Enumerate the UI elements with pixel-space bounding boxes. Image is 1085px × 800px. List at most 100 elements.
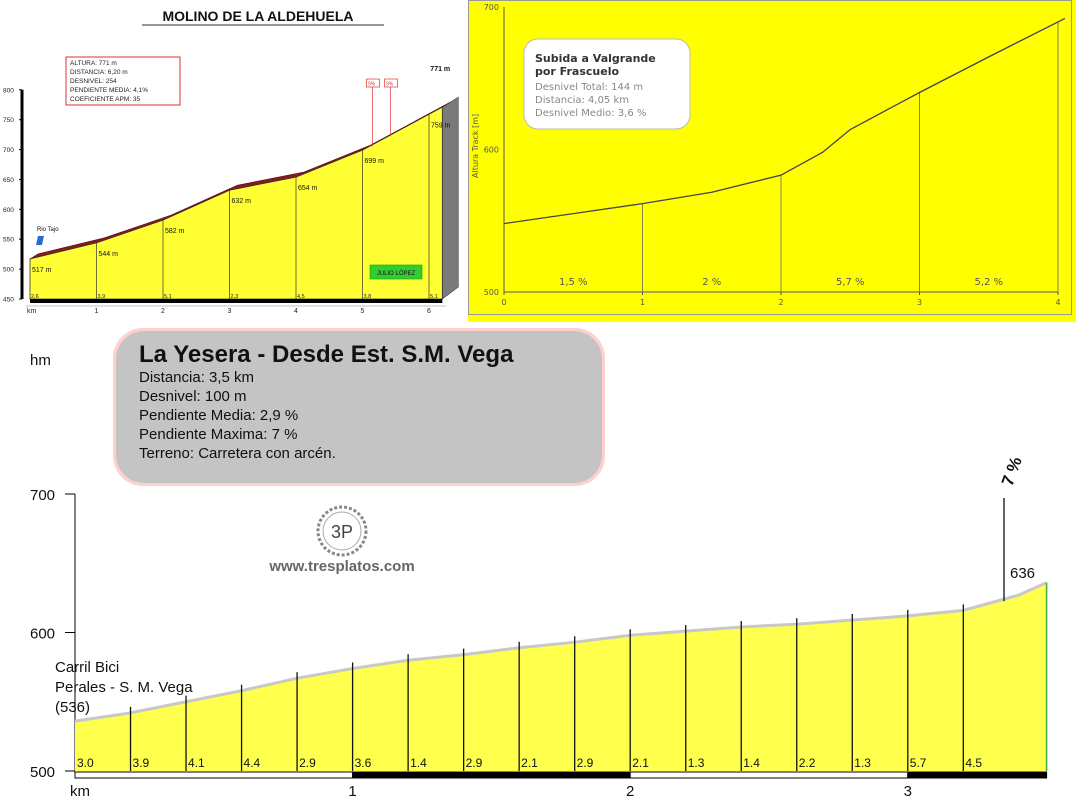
chart3-km-bar xyxy=(352,771,631,779)
chart3-y-label: hm xyxy=(30,352,51,369)
chart1-info-line: COEFICIENTE APM: 35 xyxy=(70,96,140,103)
water-icon xyxy=(36,236,44,245)
chart1-y-tick-label: 450 xyxy=(3,297,14,304)
chart3-segment-grade: 1.4 xyxy=(743,756,760,770)
chart1-alt-label: 582 m xyxy=(165,228,185,235)
chart3-segment-grade: 3.9 xyxy=(133,756,150,770)
chart3-title: La Yesera - Desde Est. S.M. Vega xyxy=(139,341,514,368)
chart3-info-box: La Yesera - Desde Est. S.M. Vega Distanc… xyxy=(113,328,605,486)
chart1-grade-flag xyxy=(366,78,380,88)
website-label: www.tresplatos.com xyxy=(268,558,414,575)
chart1-title: MOLINO DE LA ALDEHUELA xyxy=(162,8,353,24)
chart1-y-tick-label: 550 xyxy=(3,237,14,244)
chart3-info-line: Distancia: 3,5 km xyxy=(139,369,254,386)
chart3-y-tick-label: 700 xyxy=(30,487,55,504)
chart1-x-tick-label: 3 xyxy=(228,308,232,315)
chart1-alt-label: 517 m xyxy=(32,267,52,274)
chart3-end-label: 636 xyxy=(1010,565,1035,582)
chart1-y-tick-label: 500 xyxy=(3,267,14,274)
chart3-segment-grade: 1.4 xyxy=(410,756,427,770)
chart1-y-tick-label: 600 xyxy=(3,207,14,214)
chart2-x-tick-label: 1 xyxy=(640,298,645,307)
chart2-info-line: Distancia: 4,05 km xyxy=(535,95,629,106)
chart2-segment-grade: 1,5 % xyxy=(559,277,588,288)
chart3-segment-grade: 2.1 xyxy=(521,756,538,770)
chart1-x-tick-label: 6 xyxy=(427,308,431,315)
chart2-segment-grade: 5,2 % xyxy=(974,277,1003,288)
chart1-author-box xyxy=(369,264,423,280)
chart3-info-line: Pendiente Maxima: 7 % xyxy=(139,426,297,443)
chart3-km-bar xyxy=(907,771,1048,779)
logo-3p: 3P xyxy=(316,505,368,557)
chart3-x-label: km xyxy=(70,783,90,800)
chart1-grade-flag xyxy=(384,78,398,88)
chart2-segment-grade: 2 % xyxy=(702,277,721,288)
chart3-segment-grade: 4.5 xyxy=(965,756,982,770)
chart1-segment-grade: 3,9 xyxy=(98,294,106,300)
chart3-profile-area xyxy=(75,582,1047,771)
chart2-info-box: Subida a Valgrande por Frascuelo Desnive… xyxy=(523,38,691,130)
chart3-segment-grade: 2.9 xyxy=(299,756,316,770)
chart3-segment-grade: 4.4 xyxy=(244,756,261,770)
chart3-segment-grade: 3.0 xyxy=(77,756,94,770)
chart3-km-bar xyxy=(629,771,909,779)
chart1-y-tick-label: 800 xyxy=(3,87,14,94)
chart1-base-bar xyxy=(30,299,443,303)
chart3-y-tick-label: 500 xyxy=(30,764,55,781)
chart1-author: JULIO LÓPEZ xyxy=(377,270,416,277)
chart3-segment-grade: 5.7 xyxy=(910,756,927,770)
chart2-y-tick-label: 500 xyxy=(484,288,499,297)
chart2-x-tick-label: 4 xyxy=(1055,298,1060,307)
chart2-x-tick-label: 0 xyxy=(501,298,506,307)
chart3-segment-grade: 1.3 xyxy=(854,756,871,770)
chart3-start-label: (536) xyxy=(55,699,90,716)
chart3-segment-grade: 2.1 xyxy=(632,756,649,770)
chart3-info-line: Desnivel: 100 m xyxy=(139,388,247,405)
chart1-info-box: ALTURA: 771 m DISTANCIA: 6,20 m DESNIVEL: … xyxy=(65,56,181,106)
chart2-y-tick-label: 700 xyxy=(484,3,499,12)
chart1-info-line: DESNIVEL: 254 xyxy=(70,78,117,85)
chart1-grade-flag-label: 9% xyxy=(386,82,394,88)
chart1-x-tick-label: 2 xyxy=(161,308,165,315)
chart3-x-tick-label: 3 xyxy=(904,783,912,800)
chart2-info-title: Subida a Valgrande por Frascuelo xyxy=(535,52,660,78)
logo-text: 3P xyxy=(331,522,353,542)
chart3-segment-grade: 4.1 xyxy=(188,756,205,770)
chart1-info-line: ALTURA: 771 m xyxy=(70,60,117,67)
chart-molino: MOLINO DE LA ALDEHUELA ALTURA: 771 m DIST… xyxy=(3,8,459,315)
chart2-x-tick-label: 3 xyxy=(917,298,922,307)
chart1-alt-label: 759 m xyxy=(431,122,451,129)
chart1-alt-label: 699 m xyxy=(365,158,385,165)
chart1-segment-grade: 3,8 xyxy=(364,294,372,300)
chart1-y-tick-label: 750 xyxy=(3,117,14,124)
chart1-summit-label: 771 m xyxy=(430,66,450,73)
chart2-x-tick-label: 2 xyxy=(778,298,783,307)
chart1-segment-grade: 5,1 xyxy=(164,294,172,300)
chart3-y-tick-label: 600 xyxy=(30,626,55,643)
chart1-y-tick-label: 650 xyxy=(3,177,14,184)
chart3-start-label: Perales - S. M. Vega xyxy=(55,679,193,696)
chart1-segment-grade: 4,5 xyxy=(297,294,305,300)
chart1-x-tick-label: 5 xyxy=(361,308,365,315)
chart1-y-tick-label: 700 xyxy=(3,147,14,154)
chart1-alt-label: 632 m xyxy=(232,198,252,205)
chart1-start-label: Rio Tajo xyxy=(37,227,59,233)
chart1-x-label: km xyxy=(27,308,37,315)
chart1-segment-grade: 2,3 xyxy=(231,294,239,300)
chart1-x-tick-label: 4 xyxy=(294,308,298,315)
chart-yesera: hm 500 600 700 3.0 3.9 4.1 4.4 2.9 3.6 1.4 2.9 2.1 2.… xyxy=(30,328,1048,800)
chart1-segment-grade: 5,1 xyxy=(430,294,438,300)
chart2-info-line: Desnivel Medio: 3,6 % xyxy=(535,108,646,119)
chart3-segment-grade: 2.2 xyxy=(799,756,816,770)
chart3-start-label: Carril Bici xyxy=(55,659,119,676)
chart2-info-line: Desnivel Total: 144 m xyxy=(535,82,643,93)
chart3-km-bar xyxy=(74,771,354,779)
chart1-alt-label: 544 m xyxy=(99,251,119,258)
chart2-y-label: Altura Track [m] xyxy=(471,114,480,178)
chart3-info-line: Pendiente Media: 2,9 % xyxy=(139,407,298,424)
chart3-info-line: Terreno: Carretera con arcén. xyxy=(139,445,336,462)
chart1-x-tick-label: 1 xyxy=(95,308,99,315)
chart1-grade-flag-label: 9% xyxy=(368,82,376,88)
chart2-series-line xyxy=(503,17,1066,225)
chart3-segment-grade: 1.3 xyxy=(688,756,705,770)
